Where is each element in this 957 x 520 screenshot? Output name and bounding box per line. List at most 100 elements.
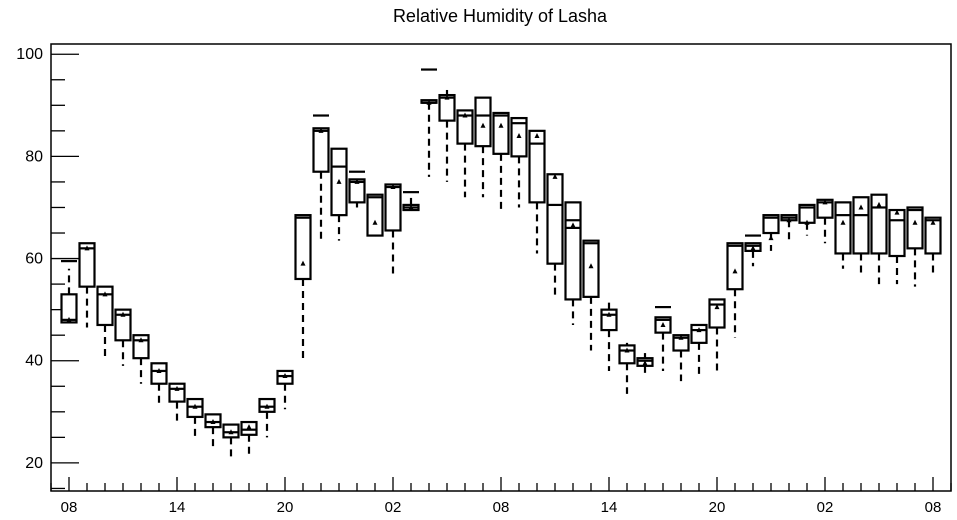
chart-title: Relative Humidity of Lasha	[393, 6, 608, 26]
box	[672, 334, 690, 382]
box	[204, 413, 222, 451]
box-iqr	[924, 216, 942, 255]
box	[186, 397, 204, 438]
box	[600, 299, 618, 371]
mean-marker	[354, 178, 360, 184]
box	[366, 193, 384, 237]
y-tick-label: 40	[25, 353, 43, 370]
box-iqr	[492, 111, 510, 155]
box	[420, 68, 438, 177]
box	[528, 129, 546, 254]
box	[168, 382, 186, 425]
box-iqr	[150, 362, 168, 385]
box-iqr	[456, 109, 474, 145]
plot-border	[50, 43, 952, 492]
x-tick-label: 08	[493, 499, 510, 516]
mean-marker	[552, 173, 558, 179]
box	[330, 147, 348, 241]
mean-marker	[228, 429, 234, 435]
box	[744, 234, 762, 267]
mean-marker	[318, 127, 324, 133]
mean-marker	[192, 403, 198, 409]
mean-marker	[408, 204, 414, 210]
mean-marker	[102, 291, 108, 297]
box-series	[60, 68, 942, 458]
box-iqr	[96, 285, 114, 327]
box-iqr	[114, 308, 132, 342]
mean-marker	[840, 219, 846, 225]
x-tick-label: 02	[385, 499, 402, 516]
box	[78, 242, 96, 328]
box	[222, 423, 240, 458]
box	[60, 260, 78, 324]
mean-marker	[156, 367, 162, 373]
mean-marker	[642, 360, 648, 366]
box	[726, 242, 744, 338]
x-tick-label: 14	[601, 499, 618, 516]
mean-marker	[462, 112, 468, 118]
box-iqr	[294, 214, 312, 281]
mean-marker	[66, 316, 72, 322]
box-iqr	[60, 293, 78, 324]
box	[96, 285, 114, 359]
box	[132, 334, 150, 384]
mean-marker	[444, 94, 450, 100]
mean-marker	[696, 327, 702, 333]
box	[654, 305, 672, 371]
y-tick-label: 100	[16, 46, 43, 63]
mean-marker	[210, 419, 216, 425]
box-iqr	[582, 239, 600, 298]
mean-marker	[660, 321, 666, 327]
box-iqr	[312, 127, 330, 173]
mean-marker	[930, 219, 936, 225]
box-iqr	[366, 193, 384, 237]
box	[870, 193, 888, 285]
mean-marker	[768, 235, 774, 241]
mean-marker	[624, 347, 630, 353]
mean-marker	[390, 184, 396, 190]
box-iqr	[78, 242, 96, 288]
plot-area	[50, 43, 952, 492]
mean-marker	[120, 311, 126, 317]
box	[852, 196, 870, 277]
y-axis: 20 40 60 80 100	[16, 46, 79, 490]
box-iqr	[708, 298, 726, 329]
box	[888, 208, 906, 285]
mean-marker	[606, 311, 612, 317]
mean-marker	[912, 219, 918, 225]
box	[546, 173, 564, 297]
y-tick-label: 60	[25, 251, 43, 268]
mean-marker	[732, 268, 738, 274]
box	[294, 214, 312, 361]
mean-marker	[804, 219, 810, 225]
box	[510, 116, 528, 208]
box	[636, 353, 654, 377]
mean-marker	[750, 245, 756, 251]
mean-marker	[714, 304, 720, 310]
box	[348, 170, 366, 208]
box	[618, 342, 636, 394]
mean-marker	[534, 132, 540, 138]
x-tick-label: 14	[169, 499, 186, 516]
box	[834, 201, 852, 269]
mean-marker	[786, 217, 792, 223]
box	[564, 201, 582, 325]
box	[762, 214, 780, 251]
box-iqr	[528, 129, 546, 204]
mean-marker	[138, 337, 144, 343]
x-tick-label: 20	[709, 499, 726, 516]
mean-marker	[876, 201, 882, 207]
x-axis: 08 14 20 02 08 14 20 02 08	[50, 477, 952, 516]
box	[276, 369, 294, 410]
mean-marker	[84, 245, 90, 251]
box	[708, 298, 726, 371]
box-iqr	[726, 242, 744, 291]
mean-marker	[372, 219, 378, 225]
mean-marker	[588, 263, 594, 269]
box	[906, 206, 924, 287]
x-tick-label: 02	[817, 499, 834, 516]
box	[492, 111, 510, 213]
box-iqr	[474, 96, 492, 148]
box-iqr	[762, 214, 780, 235]
